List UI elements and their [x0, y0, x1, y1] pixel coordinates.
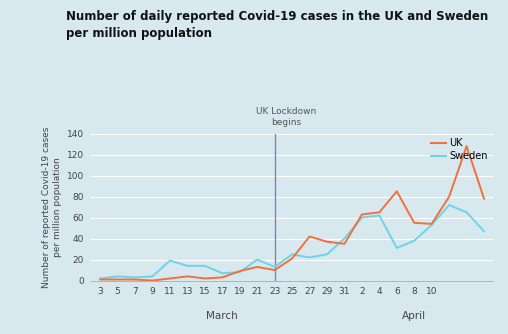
Text: March: March — [206, 311, 238, 321]
Text: Number of daily reported Covid-19 cases in the UK and Sweden
per million populat: Number of daily reported Covid-19 cases … — [66, 10, 488, 40]
Text: April: April — [402, 311, 426, 321]
Y-axis label: Number of reported Covid-19 cases
per million population: Number of reported Covid-19 cases per mi… — [42, 126, 62, 288]
Legend: UK, Sweden: UK, Sweden — [431, 139, 488, 161]
Text: UK Lockdown
begins: UK Lockdown begins — [256, 107, 316, 127]
